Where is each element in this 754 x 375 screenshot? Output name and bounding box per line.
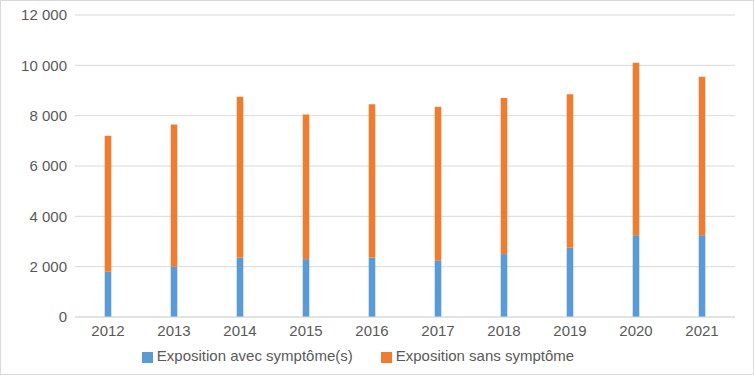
svg-text:2017: 2017 [421, 322, 454, 339]
svg-text:2016: 2016 [355, 322, 388, 339]
svg-text:2018: 2018 [487, 322, 520, 339]
svg-text:2012: 2012 [91, 322, 124, 339]
svg-text:2013: 2013 [157, 322, 190, 339]
svg-text:2015: 2015 [289, 322, 322, 339]
svg-text:2014: 2014 [223, 322, 256, 339]
svg-text:0: 0 [59, 308, 67, 325]
svg-text:12 000: 12 000 [21, 6, 67, 23]
svg-text:2 000: 2 000 [29, 258, 67, 275]
svg-text:10 000: 10 000 [21, 57, 67, 74]
svg-text:4 000: 4 000 [29, 208, 67, 225]
svg-text:2020: 2020 [619, 322, 652, 339]
svg-text:2019: 2019 [553, 322, 586, 339]
svg-text:6 000: 6 000 [29, 157, 67, 174]
svg-text:2021: 2021 [685, 322, 718, 339]
html-text:Exposition sans symptôme: Exposition sans symptôme [395, 347, 575, 364]
svg-text:8 000: 8 000 [29, 107, 67, 124]
html-text:Exposition avec symptôme(s): Exposition avec symptôme(s) [156, 347, 353, 364]
